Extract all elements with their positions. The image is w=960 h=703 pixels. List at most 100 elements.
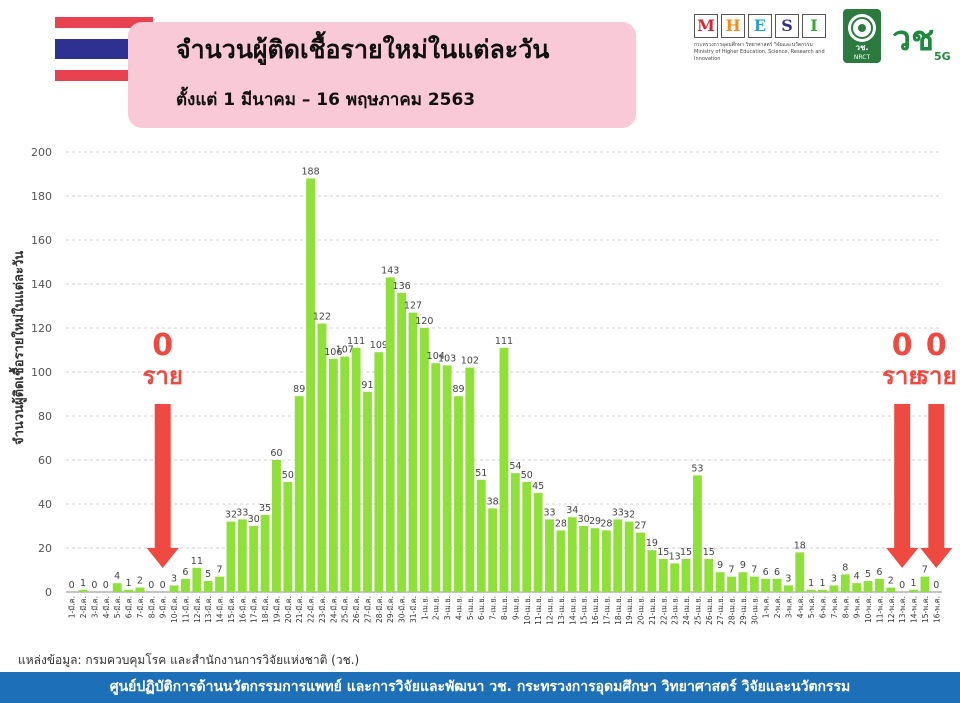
x-tick-label: 15-พ.ค.: [921, 596, 930, 623]
x-tick-label: 20-เม.ย.: [637, 596, 646, 625]
bar-chart: 02040608010012014016018020001-มี.ค.12-มี…: [31, 146, 953, 625]
zero-arrow-shaft: [154, 404, 171, 550]
y-axis-label: จำนวนผู้ติดเชื้อรายใหม่ในแต่ละวัน: [12, 250, 27, 445]
x-tick-label: 5-เม.ย.: [466, 596, 475, 620]
data-label: 2: [888, 576, 894, 587]
data-label: 0: [933, 580, 939, 591]
bar: [306, 178, 316, 592]
bar: [545, 519, 554, 592]
bar: [431, 363, 441, 592]
bar: [556, 530, 566, 592]
data-label: 50: [282, 470, 294, 481]
bar: [795, 552, 805, 592]
data-label: 33: [543, 507, 555, 518]
data-label: 2: [137, 576, 143, 587]
x-tick-label: 23-เม.ย.: [671, 596, 680, 625]
zero-arrow-head: [920, 548, 953, 568]
data-label: 7: [729, 565, 735, 576]
bar: [374, 352, 384, 592]
data-label: 3: [785, 573, 791, 584]
bar: [192, 567, 202, 592]
zero-annotation-unit: ราย: [916, 362, 957, 390]
zero-annotation-number: 0: [925, 328, 947, 363]
bar: [442, 365, 452, 592]
x-tick-label: 7-เม.ย.: [489, 596, 498, 620]
bar: [886, 587, 896, 592]
data-label: 0: [91, 580, 97, 591]
data-label: 3: [831, 573, 837, 584]
bar: [135, 587, 145, 592]
data-label: 109: [370, 340, 388, 351]
bar: [692, 475, 702, 592]
bar: [328, 358, 338, 592]
x-tick-label: 23-มี.ค.: [318, 596, 327, 623]
bar: [727, 576, 736, 592]
bar: [715, 572, 725, 592]
x-tick-label: 19-มี.ค.: [272, 596, 281, 623]
data-label: 4: [854, 571, 860, 582]
x-tick-label: 1-มี.ค.: [68, 596, 77, 618]
x-tick-label: 27-เม.ย.: [716, 596, 725, 625]
mhesi-caption: กระทรวงการอุดมศึกษา วิทยาศาสตร์ วิจัยและ…: [694, 42, 829, 63]
nbct-caption: NRCT: [854, 54, 871, 61]
data-label: 107: [336, 345, 354, 356]
x-tick-label: 25-เม.ย.: [693, 596, 702, 625]
y-tick-label: 200: [31, 146, 52, 159]
x-tick-label: 24-มี.ค.: [329, 596, 338, 623]
data-label: 7: [751, 565, 757, 576]
x-tick-label: 28-เม.ย.: [728, 596, 737, 625]
chart-title: จำนวนผู้ติดเชื้อรายใหม่ในแต่ละวัน: [176, 35, 550, 64]
mhesi-logo: M H E S I: [694, 14, 826, 38]
bar: [522, 482, 532, 592]
zero-arrow-head: [146, 548, 179, 568]
x-tick-label: 21-มี.ค.: [295, 596, 304, 623]
data-label: 89: [293, 384, 305, 395]
data-label: 120: [415, 316, 433, 327]
data-label: 33: [612, 507, 624, 518]
bar: [499, 347, 509, 592]
nrct-emblem-icon: วช. NRCT: [843, 9, 881, 63]
bar: [920, 576, 930, 592]
x-tick-label: 6-พ.ค.: [819, 596, 828, 618]
data-label: 8: [842, 562, 848, 573]
x-tick-label: 12-พ.ค.: [887, 596, 896, 623]
x-tick-label: 12-มี.ค.: [193, 596, 202, 623]
x-tick-label: 17-มี.ค.: [250, 596, 259, 623]
zero-arrow-shaft: [928, 404, 945, 550]
x-tick-label: 29-มี.ค.: [386, 596, 395, 623]
x-tick-label: 16-มี.ค.: [238, 596, 247, 623]
x-tick-label: 31-มี.ค.: [409, 596, 418, 623]
bar: [215, 576, 225, 592]
bar: [385, 277, 395, 592]
zero-annotation: 0 ราย: [141, 330, 185, 391]
logo-group: M H E S I กระทรวงการอุดมศึกษา วิทยาศาสตร…: [690, 8, 956, 68]
x-tick-label: 25-มี.ค.: [341, 596, 350, 623]
y-tick-label: 80: [38, 410, 52, 423]
x-tick-label: 11-เม.ย.: [534, 596, 543, 625]
data-label: 103: [438, 353, 456, 364]
bar: [112, 583, 122, 592]
data-label: 111: [347, 336, 365, 347]
bar: [249, 526, 259, 592]
bar: [272, 460, 281, 592]
x-tick-label: 16-พ.ค.: [932, 596, 941, 623]
bar: [738, 572, 748, 592]
data-label: 13: [669, 551, 681, 562]
bar: [533, 493, 543, 592]
data-label: 91: [361, 380, 373, 391]
bar: [647, 550, 657, 592]
bar: [169, 585, 179, 592]
bar: [294, 396, 304, 592]
data-label: 28: [555, 518, 567, 529]
x-tick-label: 27-มี.ค.: [363, 596, 372, 623]
bar: [567, 517, 577, 592]
data-label: 188: [302, 166, 320, 177]
data-label: 30: [248, 514, 260, 525]
mhesi-caption-en: Ministry of Higher Education, Science, R…: [694, 49, 825, 62]
x-tick-label: 5-พ.ค.: [807, 596, 816, 618]
y-tick-label: 140: [31, 278, 52, 291]
zero-annotation: 0 ราย: [914, 328, 958, 391]
data-label: 1: [911, 578, 917, 589]
x-tick-label: 4-เม.ย.: [454, 596, 463, 620]
bar: [124, 589, 134, 592]
